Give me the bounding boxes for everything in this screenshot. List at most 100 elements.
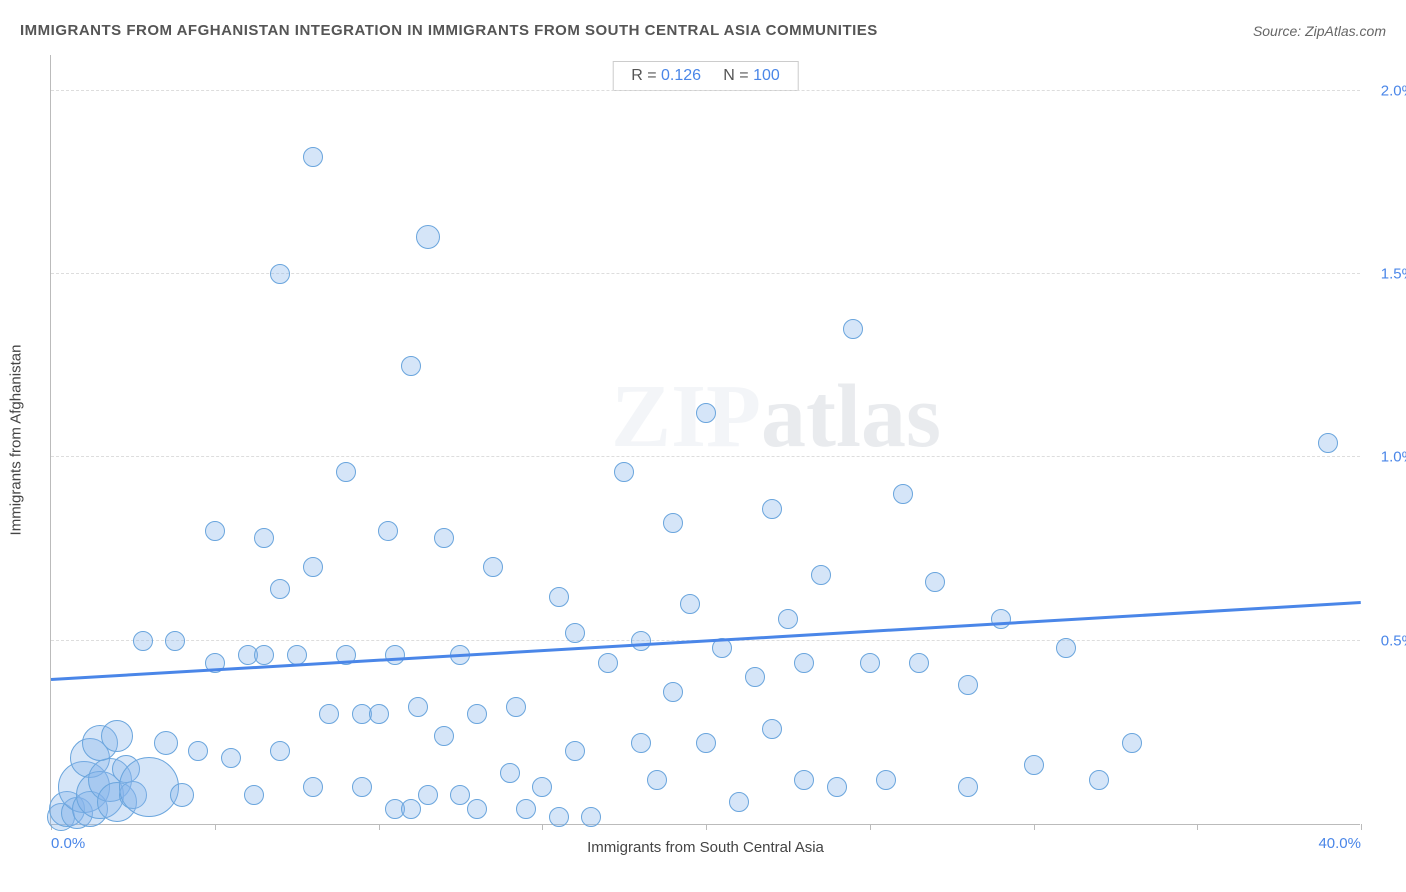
data-point[interactable] (549, 587, 569, 607)
data-point[interactable] (434, 726, 454, 746)
data-point[interactable] (119, 757, 179, 817)
data-point[interactable] (843, 319, 863, 339)
data-point[interactable] (303, 147, 323, 167)
x-tick (1034, 824, 1035, 830)
data-point[interactable] (205, 521, 225, 541)
data-point[interactable] (958, 777, 978, 797)
data-point[interactable] (101, 720, 133, 752)
data-point[interactable] (188, 741, 208, 761)
gridline-h (51, 273, 1360, 274)
data-point[interactable] (270, 579, 290, 599)
data-point[interactable] (401, 356, 421, 376)
x-tick (1197, 824, 1198, 830)
data-point[interactable] (958, 675, 978, 695)
source-label: Source: ZipAtlas.com (1253, 23, 1386, 39)
data-point[interactable] (565, 623, 585, 643)
data-point[interactable] (221, 748, 241, 768)
data-point[interactable] (647, 770, 667, 790)
data-point[interactable] (408, 697, 428, 717)
data-point[interactable] (254, 528, 274, 548)
n-value: 100 (753, 67, 780, 84)
data-point[interactable] (1056, 638, 1076, 658)
y-tick-label: 1.0% (1365, 449, 1406, 466)
data-point[interactable] (336, 462, 356, 482)
data-point[interactable] (631, 631, 651, 651)
data-point[interactable] (1024, 755, 1044, 775)
data-point[interactable] (532, 777, 552, 797)
stats-box: R = 0.126 N = 100 (612, 61, 799, 91)
data-point[interactable] (565, 741, 585, 761)
data-point[interactable] (663, 682, 683, 702)
data-point[interactable] (270, 741, 290, 761)
data-point[interactable] (696, 403, 716, 423)
r-label: R = (631, 67, 656, 84)
data-point[interactable] (133, 631, 153, 651)
data-point[interactable] (467, 704, 487, 724)
data-point[interactable] (762, 499, 782, 519)
data-point[interactable] (483, 557, 503, 577)
data-point[interactable] (319, 704, 339, 724)
watermark: ZIPatlas (611, 365, 941, 468)
trend-line (51, 601, 1361, 681)
data-point[interactable] (991, 609, 1011, 629)
data-point[interactable] (827, 777, 847, 797)
scatter-plot: ZIPatlas R = 0.126 N = 100 Immigrants fr… (50, 55, 1360, 825)
data-point[interactable] (745, 667, 765, 687)
chart-title: IMMIGRANTS FROM AFGHANISTAN INTEGRATION … (20, 22, 878, 39)
data-point[interactable] (794, 770, 814, 790)
data-point[interactable] (860, 653, 880, 673)
data-point[interactable] (378, 521, 398, 541)
data-point[interactable] (165, 631, 185, 651)
data-point[interactable] (778, 609, 798, 629)
data-point[interactable] (434, 528, 454, 548)
data-point[interactable] (811, 565, 831, 585)
data-point[interactable] (1318, 433, 1338, 453)
data-point[interactable] (631, 733, 651, 753)
gridline-h (51, 90, 1360, 91)
y-tick-label: 2.0% (1365, 82, 1406, 99)
data-point[interactable] (450, 785, 470, 805)
data-point[interactable] (244, 785, 264, 805)
data-point[interactable] (467, 799, 487, 819)
data-point[interactable] (762, 719, 782, 739)
data-point[interactable] (170, 783, 194, 807)
data-point[interactable] (729, 792, 749, 812)
data-point[interactable] (500, 763, 520, 783)
data-point[interactable] (1089, 770, 1109, 790)
data-point[interactable] (303, 777, 323, 797)
data-point[interactable] (581, 807, 601, 827)
y-tick-label: 0.5% (1365, 632, 1406, 649)
x-tick (379, 824, 380, 830)
data-point[interactable] (794, 653, 814, 673)
data-point[interactable] (876, 770, 896, 790)
data-point[interactable] (254, 645, 274, 665)
data-point[interactable] (925, 572, 945, 592)
data-point[interactable] (154, 731, 178, 755)
x-axis-label: Immigrants from South Central Asia (587, 839, 824, 856)
data-point[interactable] (270, 264, 290, 284)
data-point[interactable] (549, 807, 569, 827)
data-point[interactable] (614, 462, 634, 482)
data-point[interactable] (893, 484, 913, 504)
data-point[interactable] (352, 777, 372, 797)
data-point[interactable] (1122, 733, 1142, 753)
x-tick (542, 824, 543, 830)
data-point[interactable] (506, 697, 526, 717)
y-axis-label: Immigrants from Afghanistan (8, 344, 25, 535)
data-point[interactable] (680, 594, 700, 614)
data-point[interactable] (416, 225, 440, 249)
data-point[interactable] (598, 653, 618, 673)
data-point[interactable] (909, 653, 929, 673)
n-label: N = (723, 67, 748, 84)
x-tick (215, 824, 216, 830)
data-point[interactable] (369, 704, 389, 724)
gridline-h (51, 456, 1360, 457)
data-point[interactable] (303, 557, 323, 577)
data-point[interactable] (385, 645, 405, 665)
data-point[interactable] (516, 799, 536, 819)
data-point[interactable] (663, 513, 683, 533)
data-point[interactable] (696, 733, 716, 753)
x-tick (706, 824, 707, 830)
data-point[interactable] (418, 785, 438, 805)
data-point[interactable] (401, 799, 421, 819)
